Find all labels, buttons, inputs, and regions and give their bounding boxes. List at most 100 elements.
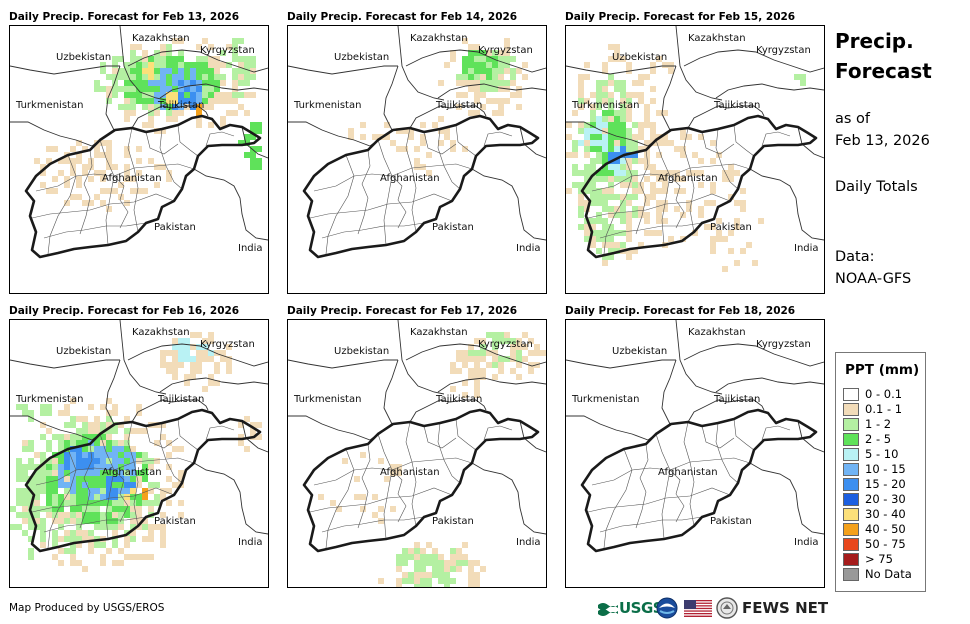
province-boundary	[683, 421, 695, 527]
province-boundary	[79, 149, 93, 235]
precip-cell	[226, 356, 232, 362]
precip-cell	[112, 464, 118, 470]
country-label-india: India	[794, 243, 819, 254]
precip-cell	[58, 170, 64, 176]
precip-cell	[148, 68, 154, 74]
precip-cell	[504, 56, 510, 62]
legend-label: 0.1 - 1	[865, 402, 903, 416]
precip-cell	[426, 572, 432, 578]
precip-cell	[100, 62, 106, 68]
province-boundary	[701, 131, 735, 155]
precip-cell	[250, 158, 256, 164]
precip-cell	[486, 68, 492, 74]
precip-cell	[602, 158, 608, 164]
precip-cell	[40, 518, 46, 524]
precip-cell	[40, 536, 46, 542]
map-frame: Kazakhstan Kyrgyzstan Uzbekistan Tajikistan…	[565, 319, 825, 588]
precip-cell	[154, 62, 160, 68]
province-boundary	[309, 193, 453, 219]
precip-cell	[112, 164, 118, 170]
precip-cell	[136, 170, 142, 176]
precip-cell	[88, 548, 94, 554]
precip-cell	[462, 560, 468, 566]
precip-cell	[596, 200, 602, 206]
province-boundary	[391, 469, 407, 523]
precip-cell	[626, 200, 632, 206]
precip-cell	[82, 458, 88, 464]
precip-cell	[178, 476, 184, 482]
precip-cell	[136, 554, 142, 560]
precip-cell	[172, 344, 178, 350]
precip-cell	[722, 266, 728, 272]
precip-cell	[22, 470, 28, 476]
precip-cell	[614, 152, 620, 158]
precip-cell	[602, 110, 608, 116]
precip-cell	[578, 182, 584, 188]
precip-cell	[704, 200, 710, 206]
precip-cell	[384, 134, 390, 140]
precip-cell	[64, 482, 70, 488]
precip-cell	[608, 110, 614, 116]
precip-cell	[148, 464, 154, 470]
precip-cell	[626, 98, 632, 104]
precip-cell	[178, 38, 184, 44]
precip-cell	[130, 50, 136, 56]
precip-cell	[196, 368, 202, 374]
precip-cell	[40, 434, 46, 440]
precip-cell	[22, 404, 28, 410]
precip-cell	[88, 476, 94, 482]
precip-cell	[94, 452, 100, 458]
precip-cell	[124, 458, 130, 464]
precip-cell	[474, 560, 480, 566]
precip-cell	[710, 140, 716, 146]
precip-cell	[462, 146, 468, 152]
precip-cell	[154, 500, 160, 506]
precip-cell	[596, 152, 602, 158]
country-label-afghanistan: Afghanistan	[380, 173, 440, 184]
precip-cell	[52, 476, 58, 482]
as-of-label: as of	[835, 111, 871, 127]
precip-cell	[58, 434, 64, 440]
precip-cell	[136, 74, 142, 80]
precip-cell	[160, 422, 166, 428]
precip-cell	[64, 518, 70, 524]
precip-cell	[130, 518, 136, 524]
precip-cell	[498, 62, 504, 68]
precip-cell	[70, 494, 76, 500]
precip-cell	[650, 188, 656, 194]
precip-cell	[608, 170, 614, 176]
precip-cell	[130, 446, 136, 452]
precip-cell	[100, 434, 106, 440]
precip-cell	[124, 80, 130, 86]
precip-cell	[656, 218, 662, 224]
precip-cell	[160, 350, 166, 356]
precip-cell	[438, 572, 444, 578]
precip-cell	[608, 212, 614, 218]
precip-cell	[620, 128, 626, 134]
precip-cell	[626, 218, 632, 224]
precip-cell	[196, 350, 202, 356]
precip-cell	[58, 518, 64, 524]
country-border	[10, 359, 120, 369]
precip-cell	[632, 212, 638, 218]
precip-cell	[378, 458, 384, 464]
precip-cell	[486, 98, 492, 104]
precip-cell	[70, 464, 76, 470]
precip-cell	[178, 80, 184, 86]
country-label-kazakhstan: Kazakhstan	[410, 33, 468, 44]
precip-cell	[480, 368, 486, 374]
precip-cell	[172, 446, 178, 452]
precip-cell	[620, 164, 626, 170]
precip-cell	[40, 182, 46, 188]
precip-cell	[94, 416, 100, 422]
precip-cell	[58, 410, 64, 416]
precip-cell	[656, 200, 662, 206]
precip-cell	[52, 188, 58, 194]
precip-cell	[486, 50, 492, 56]
panel-title: Daily Precip. Forecast for Feb 18, 2026	[565, 305, 796, 317]
country-label-kyrgyzstan: Kyrgyzstan	[756, 339, 811, 350]
precip-cell	[456, 80, 462, 86]
precip-cell	[184, 380, 190, 386]
precip-cell	[34, 512, 40, 518]
precip-cell	[178, 92, 184, 98]
